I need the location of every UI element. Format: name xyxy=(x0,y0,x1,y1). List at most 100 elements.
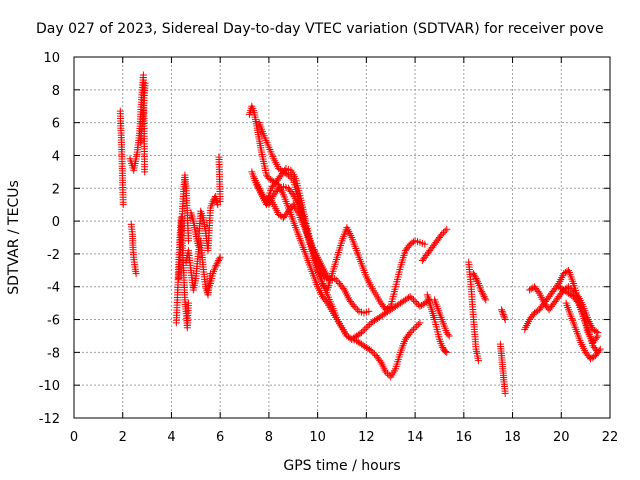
data-point xyxy=(413,299,421,307)
data-point xyxy=(409,325,417,333)
data-point xyxy=(443,225,451,233)
data-point xyxy=(214,258,222,266)
data-point xyxy=(405,294,413,302)
data-point xyxy=(471,273,479,281)
data-point xyxy=(370,350,378,358)
data-point xyxy=(382,368,390,376)
data-point xyxy=(408,294,416,302)
y-tick-label: -2 xyxy=(47,248,60,263)
data-point xyxy=(413,322,421,330)
data-point xyxy=(529,284,537,292)
data-point xyxy=(474,357,482,365)
y-tick-label: 4 xyxy=(52,149,60,164)
data-point xyxy=(440,229,448,237)
data-point xyxy=(362,324,370,332)
x-tick-label: 6 xyxy=(216,430,224,445)
y-tick-label: -10 xyxy=(39,379,60,394)
data-point xyxy=(499,311,507,319)
data-point xyxy=(353,306,361,314)
data-point xyxy=(215,256,223,264)
data-point xyxy=(323,273,331,281)
data-point xyxy=(565,283,573,291)
data-point xyxy=(185,237,193,245)
data-point xyxy=(416,319,424,327)
data-point xyxy=(595,347,603,355)
data-point xyxy=(478,289,486,297)
data-point xyxy=(470,271,478,279)
data-point xyxy=(473,276,481,284)
data-point xyxy=(438,230,446,238)
x-tick-label: 12 xyxy=(358,430,375,445)
data-point xyxy=(185,299,193,307)
data-point xyxy=(211,263,219,271)
y-tick-label: 10 xyxy=(43,51,60,66)
data-point xyxy=(216,197,224,205)
y-tick-label: 8 xyxy=(52,84,60,99)
data-point xyxy=(443,348,451,356)
data-point xyxy=(481,294,489,302)
data-point xyxy=(352,304,360,312)
data-point xyxy=(359,327,367,335)
x-tick-label: 8 xyxy=(265,430,273,445)
data-point xyxy=(442,348,450,356)
plot-frame xyxy=(73,56,611,419)
data-point xyxy=(361,325,369,333)
series-points xyxy=(116,71,604,397)
data-point xyxy=(132,270,140,278)
y-axis-label: SDTVAR / TECUs xyxy=(6,180,22,295)
data-point xyxy=(474,278,482,286)
data-point xyxy=(482,296,490,304)
data-point xyxy=(585,353,593,361)
data-point xyxy=(405,330,413,338)
data-point xyxy=(273,186,281,194)
data-point xyxy=(209,197,217,205)
x-tick-label: 20 xyxy=(553,430,570,445)
data-point xyxy=(119,201,127,209)
data-point xyxy=(472,275,480,283)
x-tick-label: 14 xyxy=(407,430,424,445)
data-point xyxy=(385,304,393,312)
data-point xyxy=(498,306,506,314)
data-point xyxy=(376,357,384,365)
data-point xyxy=(212,261,220,269)
data-point xyxy=(288,189,296,197)
data-point xyxy=(438,342,446,350)
data-point xyxy=(501,316,509,324)
data-point xyxy=(339,284,347,292)
data-point xyxy=(441,227,449,235)
y-tick-label: 2 xyxy=(52,182,60,197)
data-point xyxy=(364,322,372,330)
data-point xyxy=(439,343,447,351)
data-point xyxy=(369,348,377,356)
x-tick-label: 4 xyxy=(167,430,175,445)
y-tick-label: -12 xyxy=(39,412,60,427)
data-point xyxy=(498,307,506,315)
data-point xyxy=(411,297,419,305)
data-point xyxy=(365,307,373,315)
data-point xyxy=(213,260,221,268)
data-point xyxy=(477,286,485,294)
x-tick-label: 2 xyxy=(119,430,127,445)
x-tick-label: 0 xyxy=(70,430,78,445)
data-point xyxy=(406,293,414,301)
data-point xyxy=(594,329,602,337)
data-point xyxy=(479,291,487,299)
chart-title: Day 027 of 2023, Sidereal Day-to-day VTE… xyxy=(36,21,604,37)
data-point xyxy=(534,288,542,296)
data-point xyxy=(444,330,452,338)
data-point xyxy=(367,347,375,355)
data-point xyxy=(381,304,389,312)
data-point xyxy=(350,302,358,310)
data-point xyxy=(349,301,357,309)
x-tick-label: 22 xyxy=(602,430,619,445)
data-point xyxy=(596,345,604,353)
data-point xyxy=(501,389,509,397)
data-point xyxy=(593,334,601,342)
x-tick-label: 10 xyxy=(309,430,326,445)
axis-ticks: 0 2 4 6 8 10 12 14 16 18 20 22 -12 -10 -8 -6 -4 -2 0 2 4 6 8 10 xyxy=(39,51,619,445)
data-point xyxy=(278,213,286,221)
data-point xyxy=(141,79,149,87)
data-point xyxy=(421,240,429,248)
data-point xyxy=(332,276,340,284)
